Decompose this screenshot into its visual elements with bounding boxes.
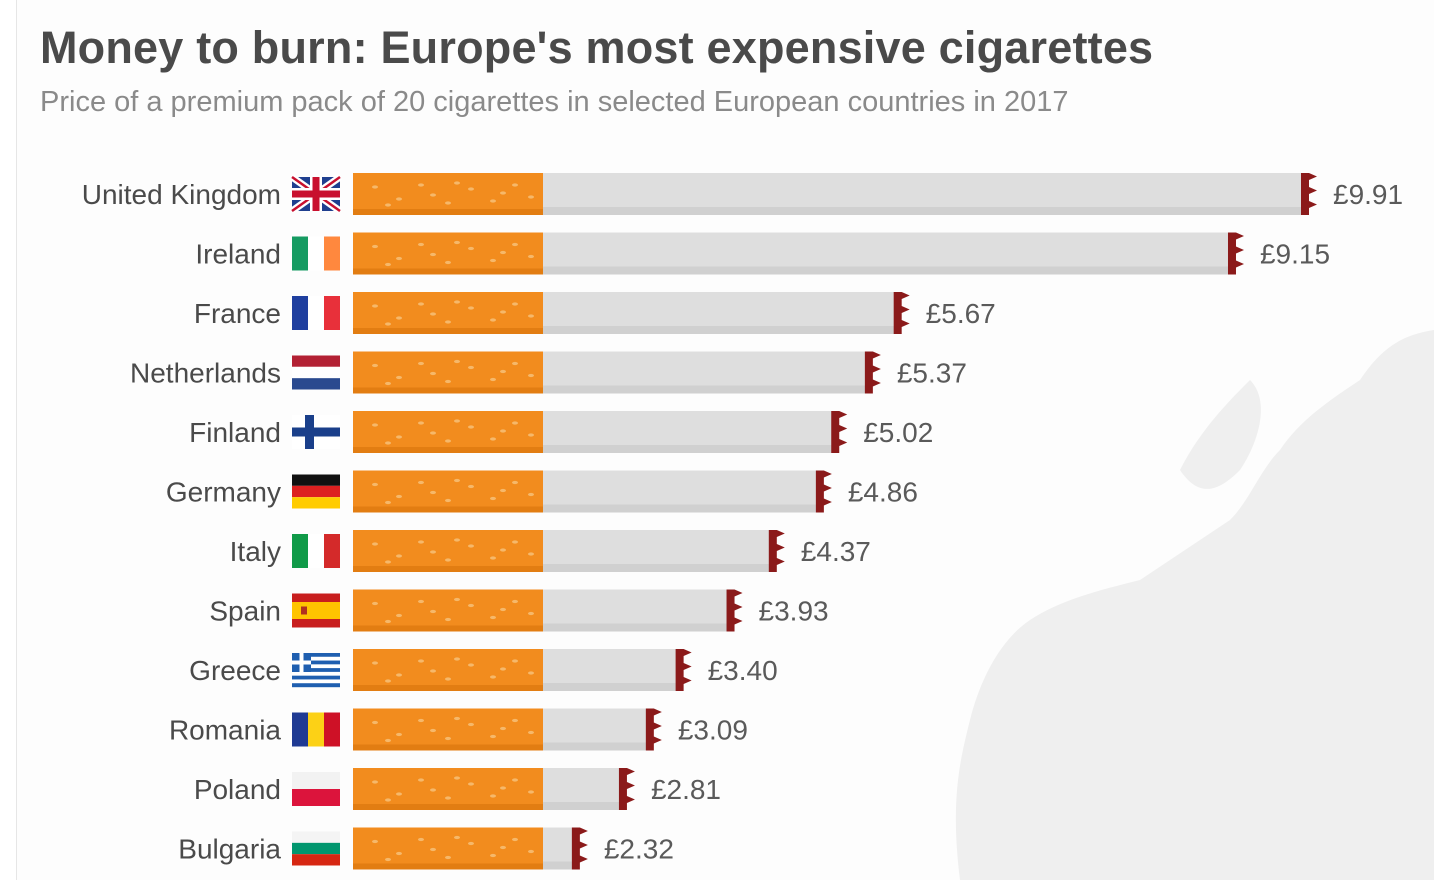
bar	[353, 173, 1317, 215]
bar	[353, 411, 848, 453]
value-label: £3.93	[759, 596, 829, 627]
finland-flag-icon	[292, 415, 340, 449]
value-label: £5.67	[926, 298, 996, 329]
category-label: Spain	[209, 596, 281, 627]
category-label: Greece	[189, 655, 281, 686]
category-label: Ireland	[195, 239, 281, 270]
bar	[353, 589, 743, 632]
category-label: Bulgaria	[178, 834, 281, 865]
bulgaria-flag-icon	[292, 831, 340, 866]
value-label: £9.15	[1260, 239, 1330, 270]
ireland-flag-icon	[292, 236, 340, 271]
poland-flag-icon	[292, 772, 340, 806]
category-label: Netherlands	[130, 358, 281, 389]
spain-flag-icon	[292, 593, 340, 628]
bar	[353, 708, 662, 751]
netherlands-flag-icon	[292, 355, 340, 390]
bar	[353, 827, 588, 870]
uk-flag-icon	[289, 174, 343, 214]
bar	[353, 768, 635, 810]
category-label: United Kingdom	[82, 179, 281, 210]
bar	[353, 232, 1244, 275]
bar	[353, 292, 910, 334]
bar	[353, 649, 692, 691]
chart-subtitle: Price of a premium pack of 20 cigarettes…	[40, 86, 1069, 118]
category-label: Finland	[189, 417, 281, 448]
value-label: £2.81	[651, 774, 721, 805]
category-label: Romania	[169, 715, 281, 746]
bar	[353, 470, 832, 513]
value-label: £3.09	[678, 715, 748, 746]
value-label: £2.32	[604, 834, 674, 865]
germany-flag-icon	[292, 474, 340, 509]
category-label: Germany	[166, 477, 281, 508]
value-label: £5.02	[863, 417, 933, 448]
bar	[353, 351, 881, 394]
value-label: £9.91	[1333, 179, 1403, 210]
chart-title: Money to burn: Europe's most expensive c…	[40, 22, 1154, 73]
france-flag-icon	[292, 296, 340, 330]
value-label: £4.86	[848, 477, 918, 508]
category-label: France	[194, 298, 281, 329]
bar	[353, 530, 785, 572]
value-label: £5.37	[897, 358, 967, 389]
greece-flag-icon	[292, 653, 340, 688]
italy-flag-icon	[292, 534, 340, 568]
category-label: Italy	[230, 536, 281, 567]
romania-flag-icon	[292, 712, 340, 747]
value-label: £4.37	[801, 536, 871, 567]
value-label: £3.40	[708, 655, 778, 686]
category-label: Poland	[194, 774, 281, 805]
